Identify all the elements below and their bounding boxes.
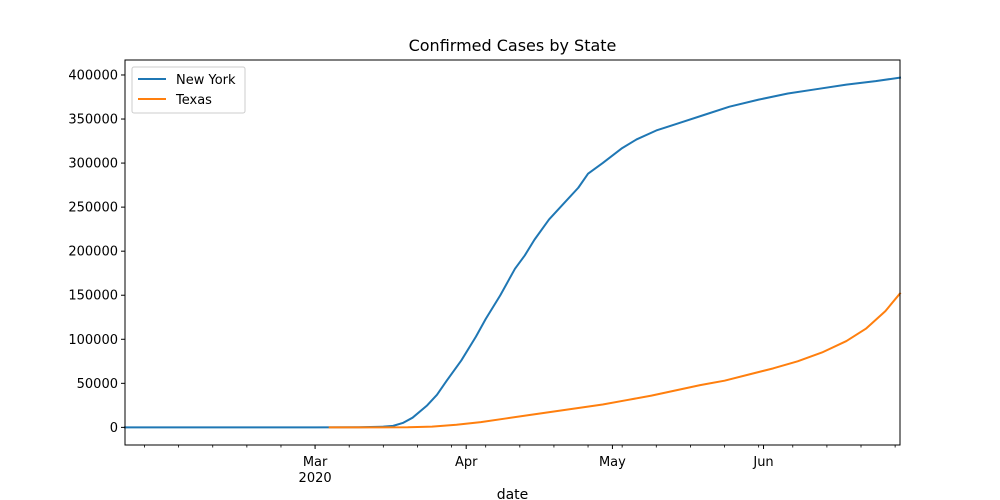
x-tick-label: Apr — [455, 455, 478, 470]
y-tick-label: 0 — [110, 421, 118, 436]
series-line-new-york — [124, 76, 902, 429]
y-tick-label: 150000 — [68, 289, 118, 304]
legend-label-texas: Texas — [175, 93, 212, 108]
y-tick-label: 100000 — [68, 333, 118, 348]
x-tick-sublabel: 2020 — [299, 471, 332, 486]
x-axis-label: date — [497, 487, 529, 500]
y-axis: 0 50000 100000 150000 200000 250000 300000 3500… — [68, 68, 125, 436]
y-tick-label: 250000 — [68, 201, 118, 216]
series-lines — [124, 76, 902, 429]
x-tick-label: Jun — [752, 455, 773, 470]
legend-label-new-york: New York — [176, 73, 236, 88]
y-tick-label: 400000 — [68, 68, 118, 83]
legend: New York Texas — [131, 66, 246, 114]
x-tick-label: May — [599, 455, 626, 470]
y-tick-label: 350000 — [68, 113, 118, 128]
y-tick-label: 200000 — [68, 245, 118, 260]
y-tick-label: 300000 — [68, 157, 118, 172]
x-tick-label: Mar — [303, 455, 328, 470]
chart-title: Confirmed Cases by State — [409, 36, 617, 55]
y-tick-label: 50000 — [77, 377, 118, 392]
series-line-texas — [328, 292, 902, 429]
plot-frame — [124, 59, 901, 446]
